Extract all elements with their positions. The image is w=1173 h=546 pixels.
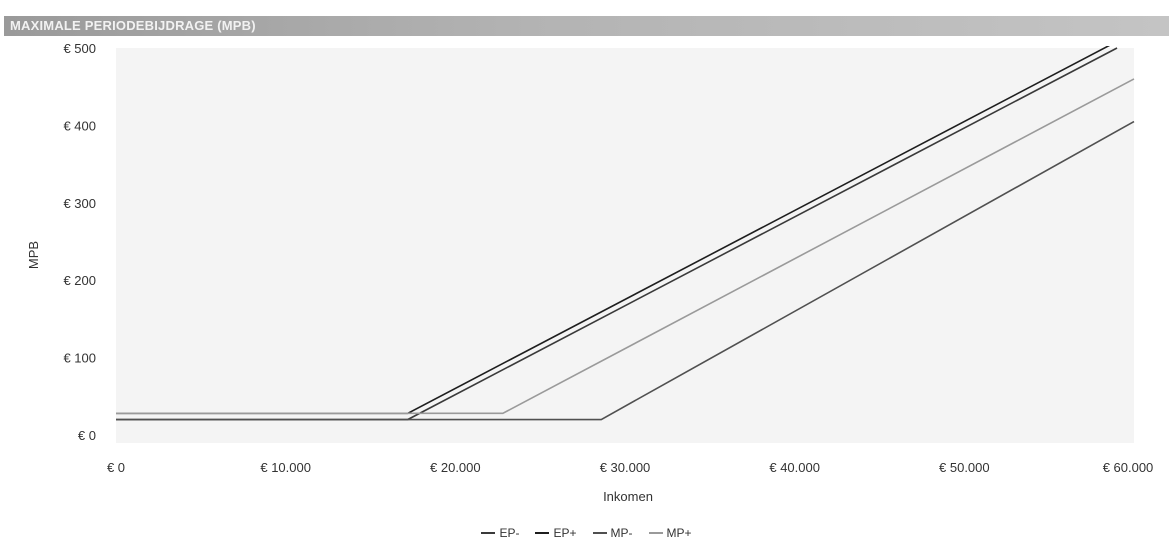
y-tick-label: € 0: [78, 428, 96, 443]
y-tick-label: € 400: [63, 118, 96, 133]
series-line-MP+: [116, 78, 1135, 415]
legend-swatch: [481, 532, 496, 534]
x-tick-label: € 10.000: [260, 460, 311, 475]
legend-swatch: [592, 532, 607, 534]
y-axis: € 0 € 100 € 200 € 300 € 400 € 500: [63, 41, 96, 443]
series-line-MP-: [116, 120, 1135, 421]
y-tick-label: € 300: [63, 196, 96, 211]
legend-label: MP-: [610, 526, 633, 540]
chart-canvas: € 0 € 100 € 200 € 300 € 400 € 500 € 0 € 10.000…: [26, 41, 1153, 504]
y-tick-label: € 200: [63, 273, 96, 288]
legend-swatch: [535, 532, 550, 534]
x-axis-title: Inkomen: [603, 489, 653, 504]
legend-item[interactable]: EP+: [535, 526, 577, 540]
legend-label: MP+: [666, 526, 692, 540]
legend-label: EP+: [553, 526, 577, 540]
y-tick-label: € 500: [63, 41, 96, 56]
legend-item[interactable]: MP-: [592, 526, 633, 540]
y-axis-title: MPB: [26, 241, 41, 269]
legend-item[interactable]: MP+: [648, 526, 692, 540]
legend-item[interactable]: EP-: [481, 526, 519, 540]
series-layer: [116, 46, 1135, 421]
legend-swatch: [648, 532, 663, 534]
chart-header-title: MAXIMALE PERIODEBIJDRAGE (MPB): [10, 18, 256, 33]
chart-header-bar: MAXIMALE PERIODEBIJDRAGE (MPB): [4, 16, 1169, 36]
plot-area: [116, 48, 1134, 443]
x-axis: € 0 € 10.000 € 20.000 € 30.000 € 40.000 € 50.…: [107, 460, 1153, 475]
x-tick-label: € 50.000: [939, 460, 990, 475]
x-tick-label: € 30.000: [600, 460, 651, 475]
x-tick-label: € 60.000: [1103, 460, 1154, 475]
x-tick-label: € 40.000: [769, 460, 820, 475]
legend-label: EP-: [499, 526, 520, 540]
y-tick-label: € 100: [63, 351, 96, 366]
x-tick-label: € 20.000: [430, 460, 481, 475]
x-tick-label: € 0: [107, 460, 125, 475]
legend: EP- EP+ MP- MP+: [0, 526, 1173, 540]
